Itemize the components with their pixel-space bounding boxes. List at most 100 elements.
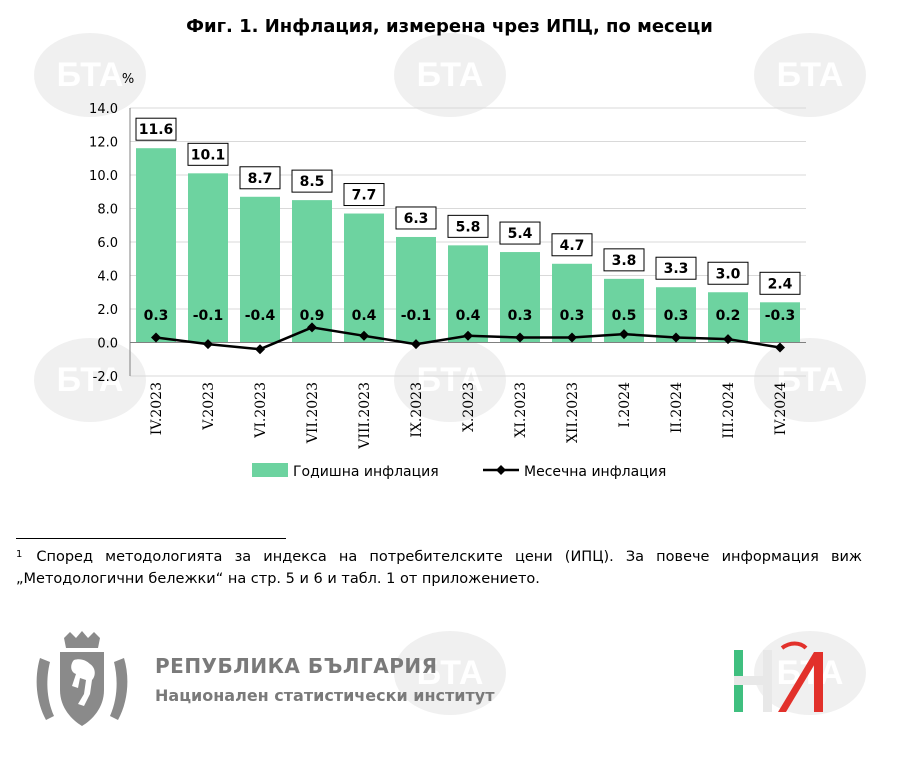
x-tick-label: IV.2023: [149, 382, 165, 435]
monthly-inflation-point: [671, 332, 681, 343]
bar-value-label: 7.7: [352, 188, 377, 204]
bar: [240, 196, 280, 343]
monthly-inflation-point: [307, 322, 317, 333]
x-tick-label: XII.2023: [565, 382, 581, 443]
line-value-label: 0.2: [716, 308, 741, 324]
x-tick-label: II.2024: [669, 382, 685, 433]
line-value-label: 0.5: [612, 308, 637, 324]
inflation-chart: % 14.0 12.0 10.0 8.0 6.0 4.0 2.0 0.0 -2.0 11.6 10.1…: [89, 72, 806, 480]
y-tick-label: 8.0: [97, 203, 118, 218]
bar-value-label: 3.3: [664, 261, 689, 277]
line-value-label: 0.3: [508, 308, 533, 324]
bar: [760, 302, 800, 343]
y-tick-label: 12.0: [89, 136, 118, 151]
footnote-marker: 1: [16, 549, 23, 560]
bar-value-label-box: [655, 256, 697, 280]
bar: [448, 245, 488, 343]
monthly-inflation-point: [723, 334, 733, 345]
monthly-inflation-point: [775, 342, 785, 353]
bar: [500, 252, 540, 343]
monthly-inflation-point: [463, 330, 473, 341]
monthly-inflation-point: [151, 332, 161, 343]
y-tick-label: 4.0: [97, 270, 118, 285]
monthly-inflation-point: [359, 330, 369, 341]
org-name: РЕПУБЛИКА БЪЛГАРИЯ: [155, 654, 438, 678]
bar-value-label: 5.4: [508, 226, 533, 242]
y-tick-label: 6.0: [97, 236, 118, 251]
legend-swatch-annual: [252, 463, 288, 477]
monthly-inflation-point: [567, 332, 577, 343]
bar-value-label-box: [499, 221, 541, 245]
coat-of-arms-icon: [36, 631, 128, 726]
nsi-logo-icon: [734, 641, 823, 712]
bar-value-label-box: [343, 183, 385, 207]
monthly-inflation-point: [255, 344, 265, 355]
footnote-divider: [16, 538, 286, 539]
bar: [292, 200, 332, 343]
line-value-label: 0.3: [560, 308, 585, 324]
x-tick-label: IV.2024: [773, 382, 789, 435]
legend-label-monthly: Месечна инфлация: [524, 464, 666, 480]
y-tick-label: -2.0: [93, 370, 118, 385]
line-value-label: -0.3: [765, 308, 796, 324]
bar-value-label: 4.7: [560, 238, 585, 254]
line-value-label: 0.3: [664, 308, 689, 324]
legend-marker-monthly: [496, 465, 506, 475]
bar-value-label-box: [707, 261, 749, 285]
org-subtitle: Национален статистически институт: [155, 686, 495, 705]
figure-title: Фиг. 1. Инфлация, измерена чрез ИПЦ, по …: [186, 16, 713, 37]
line-value-label: -0.1: [401, 308, 432, 324]
bar-value-label: 8.5: [300, 174, 325, 190]
bar-value-label-box: [759, 271, 801, 295]
line-value-label: 0.4: [456, 308, 481, 324]
bar-value-label: 3.0: [716, 266, 741, 282]
bar-value-label: 11.6: [139, 122, 174, 138]
monthly-inflation-point: [619, 329, 629, 340]
line-value-label: 0.9: [300, 308, 325, 324]
line-value-label: 0.3: [144, 308, 169, 324]
x-tick-label: VII.2023: [305, 382, 321, 444]
bar-value-label-box: [239, 166, 281, 190]
bar: [344, 213, 384, 343]
x-tick-label: X.2023: [461, 382, 477, 432]
bar-value-label: 6.3: [404, 211, 429, 227]
bar-value-label: 2.4: [768, 276, 793, 292]
y-axis-unit: %: [122, 72, 134, 87]
line-value-label: -0.4: [245, 308, 276, 324]
bar-value-label-box: [291, 169, 333, 193]
x-tick-label: IX.2023: [409, 382, 425, 438]
bar: [136, 148, 176, 343]
bar: [708, 292, 748, 343]
bar-value-label-box: [447, 214, 489, 238]
x-tick-label: III.2024: [721, 382, 737, 439]
y-tick-label: 0.0: [97, 337, 118, 352]
footnote: 1 Според методологията за индекса на потр…: [16, 546, 862, 590]
bar: [188, 173, 228, 343]
line-value-label: 0.4: [352, 308, 377, 324]
bar-value-label: 5.8: [456, 219, 481, 235]
x-tick-label: V.2023: [201, 382, 217, 431]
y-tick-label: 14.0: [89, 102, 118, 117]
bar-value-label: 3.8: [612, 253, 637, 269]
bar-value-label-box: [135, 117, 177, 141]
line-value-label: -0.1: [193, 308, 224, 324]
monthly-inflation-point: [515, 332, 525, 343]
monthly-inflation-point: [203, 339, 213, 350]
monthly-inflation-point: [411, 339, 421, 350]
footnote-text: Според методологията за индекса на потре…: [16, 549, 862, 587]
bar-value-label: 10.1: [191, 147, 226, 163]
x-tick-label: VI.2023: [253, 382, 269, 439]
bar-value-label-box: [395, 206, 437, 230]
y-tick-label: 2.0: [97, 303, 118, 318]
bar-value-label: 8.7: [248, 171, 273, 187]
x-tick-label: I.2024: [617, 382, 633, 428]
bar-value-label-box: [603, 248, 645, 272]
x-tick-label: XI.2023: [513, 382, 529, 438]
bar-value-label-box: [551, 233, 593, 257]
y-tick-label: 10.0: [89, 169, 118, 184]
bar: [552, 263, 592, 343]
bar: [396, 236, 436, 343]
x-tick-label: VIII.2023: [357, 382, 373, 450]
legend-label-annual: Годишна инфлация: [293, 464, 439, 480]
bar-value-label-box: [187, 142, 229, 166]
